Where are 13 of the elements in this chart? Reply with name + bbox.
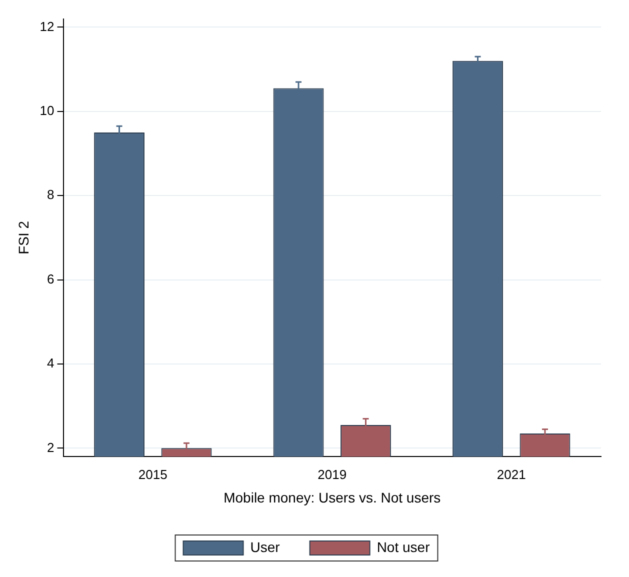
- y-tick-label: 6: [47, 271, 54, 286]
- legend-label: User: [250, 538, 280, 555]
- y-axis-title: FSI 2: [15, 220, 32, 254]
- x-tick-label: 2015: [138, 466, 168, 482]
- y-tick-label: 10: [40, 102, 54, 118]
- y-tick-label: 4: [47, 356, 54, 371]
- y-tick-label: 12: [40, 18, 54, 34]
- y-tick-label: 8: [47, 187, 54, 202]
- x-axis-title: Mobile money: Users vs. Not users: [224, 489, 441, 506]
- legend-label: Not user: [376, 538, 430, 555]
- y-tick-label: 2: [47, 440, 54, 455]
- x-tick-label: 2021: [496, 466, 526, 482]
- x-tick-label: 2019: [318, 466, 347, 482]
